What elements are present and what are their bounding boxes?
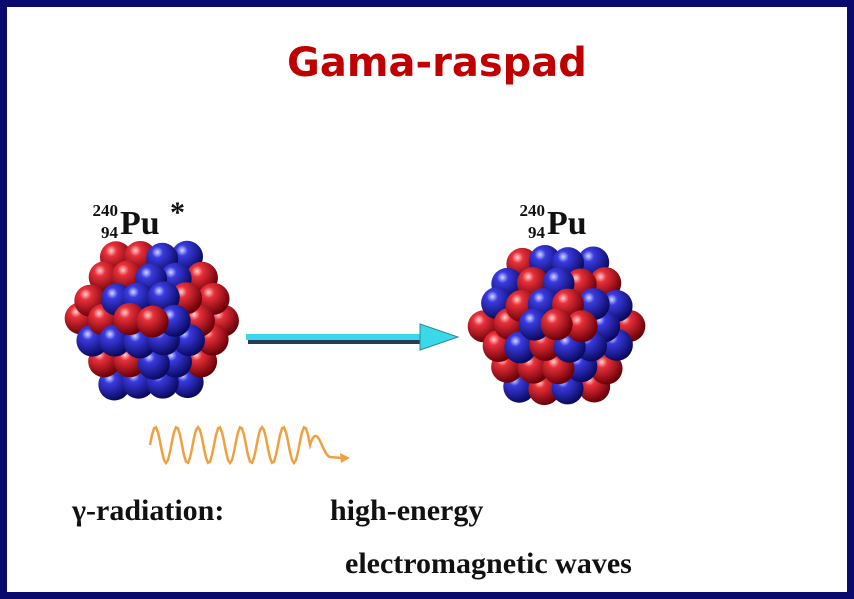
title: Gama-raspad (287, 40, 587, 86)
nucleon (136, 305, 169, 338)
element-symbol: Pu (120, 205, 160, 242)
atomic-number: 94 (101, 223, 119, 242)
nucleon (540, 308, 573, 341)
nucleon (504, 331, 537, 364)
caption-term: γ-radiation: (71, 494, 224, 527)
wave-arrowhead (340, 453, 350, 463)
gamma-wave (148, 424, 343, 466)
excited-mark: * (170, 196, 185, 229)
mass-number: 240 (93, 201, 119, 220)
arrow (246, 323, 460, 351)
caption-line1: high-energy (330, 494, 483, 527)
element-symbol: Pu (547, 205, 587, 242)
nucleon (113, 303, 146, 336)
atomic-number: 94 (528, 223, 546, 242)
mass-number: 240 (520, 201, 546, 220)
nucleon (518, 308, 551, 341)
nucleon (565, 310, 598, 343)
caption-line2: electromagnetic waves (345, 547, 632, 580)
nucleus-excited (64, 240, 239, 401)
nucleus-ground (467, 245, 646, 406)
